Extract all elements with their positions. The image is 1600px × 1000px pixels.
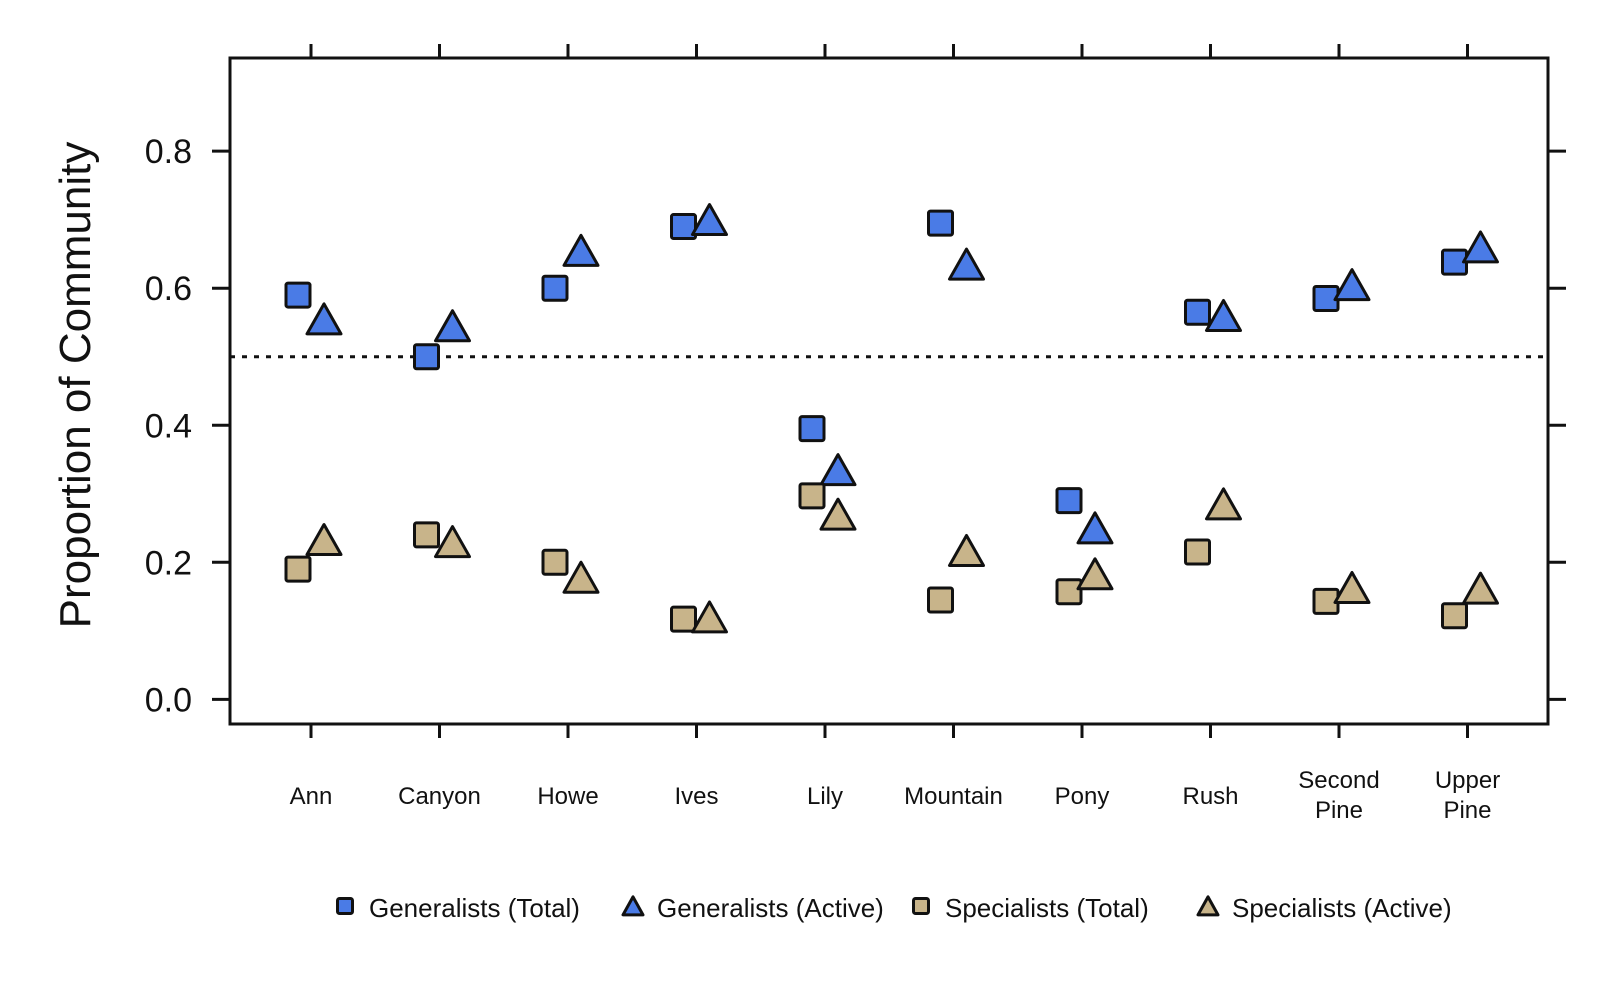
point-generalists-active — [948, 247, 985, 281]
x-tick-label: Rush — [1182, 783, 1238, 810]
point-generalists-active — [1076, 511, 1114, 545]
plot-area: 0.0 0.2 0.4 0.6 0.8 Ann Canyon Howe Ives Lily Moun… — [145, 44, 1566, 824]
point-specialists-total — [798, 482, 826, 510]
point-specialists-active — [1462, 571, 1499, 605]
y-tick-label: 0.2 — [145, 544, 192, 582]
legend-marker — [912, 897, 930, 915]
point-specialists-active — [562, 560, 600, 594]
legend-marker — [621, 895, 645, 917]
point-generalists-active — [819, 453, 857, 487]
point-specialists-active — [1076, 557, 1114, 591]
point-specialists-total — [927, 586, 954, 614]
x-tick-label: Upper — [1435, 767, 1500, 794]
x-tick-label: Ives — [674, 783, 718, 810]
point-generalists-active — [691, 203, 728, 237]
point-generalists-total — [1184, 298, 1211, 326]
legend-label: Generalists (Active) — [657, 893, 884, 923]
y-tick-label: 0.0 — [145, 681, 192, 719]
point-specialists-total — [284, 555, 312, 583]
point-generalists-total — [1055, 487, 1083, 515]
legend-label: Specialists (Active) — [1232, 893, 1452, 923]
point-generalists-total — [927, 209, 954, 237]
point-specialists-total — [413, 521, 440, 549]
point-generalists-active — [305, 302, 343, 336]
point-specialists-active — [1333, 570, 1371, 604]
point-specialists-total — [1184, 538, 1211, 566]
y-axis-label: Proportion of Community — [51, 142, 100, 629]
x-tick-label: Canyon — [398, 783, 481, 810]
x-tick-label: Second — [1298, 767, 1379, 794]
legend-marker — [1196, 895, 1220, 917]
y-tick-label: 0.6 — [145, 270, 192, 308]
plot-frame — [228, 56, 1550, 726]
x-tick-label: Pine — [1443, 797, 1491, 824]
point-generalists-total — [798, 415, 826, 443]
x-tick-label: Howe — [537, 783, 598, 810]
point-generalists-active — [1462, 230, 1499, 264]
y-tick-label: 0.8 — [145, 133, 192, 171]
point-generalists-active — [434, 309, 471, 343]
x-tick-label: Mountain — [904, 783, 1003, 810]
point-generalists-active — [1205, 298, 1242, 332]
point-generalists-total — [413, 343, 440, 371]
point-specialists-active — [819, 497, 857, 531]
point-specialists-active — [948, 533, 985, 567]
point-generalists-total — [541, 274, 569, 302]
point-specialists-active — [434, 525, 471, 559]
point-specialists-active — [1205, 487, 1242, 521]
legend-label: Specialists (Total) — [945, 893, 1149, 923]
legend: Generalists (Total) Generalists (Active) S… — [336, 893, 1452, 923]
point-specialists-total — [670, 605, 697, 633]
x-tick-label: Pony — [1055, 783, 1110, 810]
legend-marker — [336, 897, 354, 915]
x-tick-label: Lily — [807, 783, 843, 810]
x-tick-label: Ann — [290, 783, 333, 810]
point-specialists-active — [691, 600, 728, 634]
point-specialists-total — [541, 548, 569, 576]
point-generalists-active — [1333, 268, 1371, 302]
point-specialists-total — [1441, 602, 1468, 630]
y-tick-label: 0.4 — [145, 407, 192, 445]
point-generalists-total — [284, 281, 312, 309]
legend-label: Generalists (Total) — [369, 893, 580, 923]
x-tick-label: Pine — [1315, 797, 1363, 824]
point-specialists-active — [305, 523, 343, 557]
point-generalists-active — [562, 233, 600, 267]
point-specialists-total — [1055, 578, 1083, 606]
